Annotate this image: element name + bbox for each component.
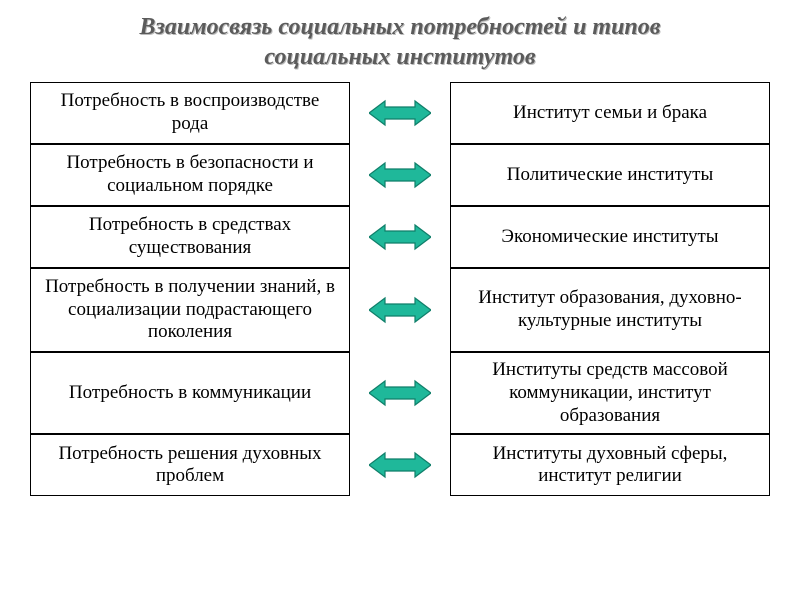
table-row: Потребность в получении знаний, в социал… — [30, 268, 770, 352]
arrow-cell — [350, 82, 450, 144]
arrow-cell — [350, 434, 450, 496]
table-row: Потребность в средствах существования Эк… — [30, 206, 770, 268]
title-line2: социальных институтов — [264, 44, 535, 70]
double-arrow-icon — [369, 379, 431, 407]
institution-cell: Институты духовный сферы, институт религ… — [450, 434, 770, 496]
title-line1: Взаимосвязь социальных потребностей и ти… — [139, 14, 660, 40]
relationship-table: Потребность в воспроизводстве рода Инсти… — [30, 82, 770, 496]
table-row: Потребность в коммуникации Институты сре… — [30, 352, 770, 434]
need-cell: Потребность в коммуникации — [30, 352, 350, 434]
arrow-cell — [350, 268, 450, 352]
institution-cell: Институт семьи и брака — [450, 82, 770, 144]
table-row: Потребность в воспроизводстве рода Инсти… — [30, 82, 770, 144]
double-arrow-icon — [369, 223, 431, 251]
table-row: Потребность в безопасности и социальном … — [30, 144, 770, 206]
double-arrow-icon — [369, 161, 431, 189]
double-arrow-icon — [369, 451, 431, 479]
arrow-cell — [350, 352, 450, 434]
institution-cell: Политические институты — [450, 144, 770, 206]
arrow-cell — [350, 144, 450, 206]
double-arrow-icon — [369, 99, 431, 127]
institution-cell: Экономические институты — [450, 206, 770, 268]
need-cell: Потребность решения духовных проблем — [30, 434, 350, 496]
need-cell: Потребность в воспроизводстве рода — [30, 82, 350, 144]
table-row: Потребность решения духовных проблем Инс… — [30, 434, 770, 496]
institution-cell: Институт образования, духовно-культурные… — [450, 268, 770, 352]
diagram-title: Взаимосвязь социальных потребностей и ти… — [30, 12, 770, 72]
double-arrow-icon — [369, 296, 431, 324]
need-cell: Потребность в средствах существования — [30, 206, 350, 268]
institution-cell: Институты средств массовой коммуникации,… — [450, 352, 770, 434]
arrow-cell — [350, 206, 450, 268]
need-cell: Потребность в получении знаний, в социал… — [30, 268, 350, 352]
need-cell: Потребность в безопасности и социальном … — [30, 144, 350, 206]
